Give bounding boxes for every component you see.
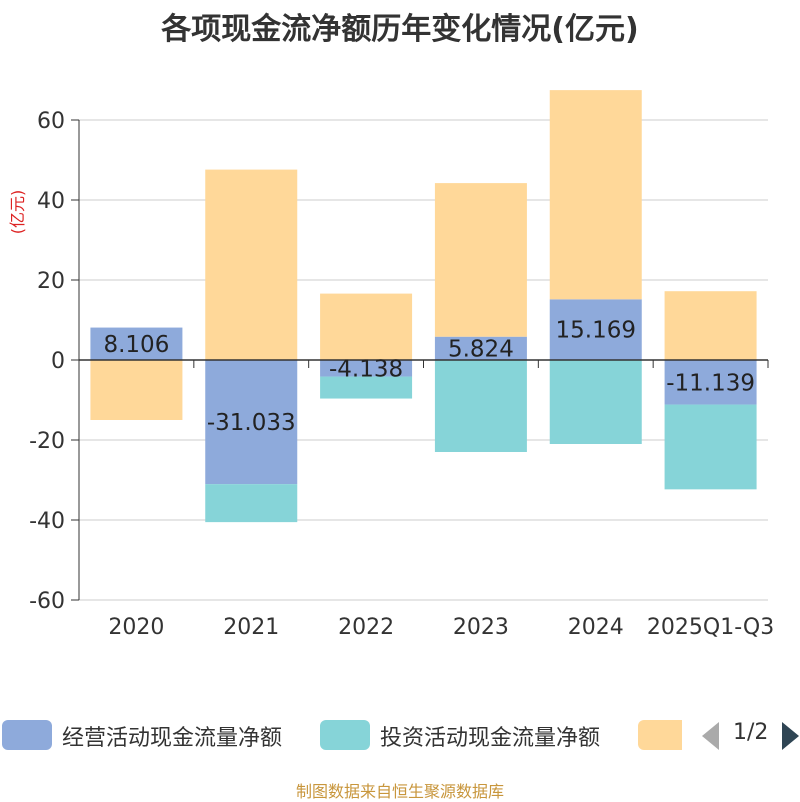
bar-operating bbox=[664, 360, 757, 405]
chart-plot: 60 40 20 0 -20 -40 -60 (亿元) 2020 2021 2022 2023 2024… bbox=[8, 90, 774, 640]
data-label: -31.033 bbox=[207, 410, 296, 436]
bar-operating bbox=[434, 336, 527, 360]
data-label: 15.169 bbox=[556, 318, 636, 344]
chevron-right-icon[interactable] bbox=[782, 722, 799, 750]
bar-operating bbox=[90, 327, 183, 360]
legend-pager: 1/2 bbox=[700, 720, 800, 750]
x-tick-label: 2021 bbox=[223, 615, 279, 640]
bar-investing bbox=[205, 484, 298, 523]
y-tick-label: -40 bbox=[29, 509, 65, 534]
bar-financing bbox=[90, 360, 183, 420]
legend: 经营活动现金流量净额 投资活动现金流量净额 1/2 bbox=[0, 714, 800, 754]
bar-operating bbox=[205, 360, 298, 485]
bar-financing bbox=[549, 90, 642, 300]
y-tick-label: 20 bbox=[37, 269, 65, 294]
x-tick-label: 2022 bbox=[338, 615, 394, 640]
y-axis-unit-label: (亿元) bbox=[8, 190, 27, 235]
data-label: 8.106 bbox=[103, 332, 169, 358]
bar-investing bbox=[434, 360, 527, 452]
data-label: -4.138 bbox=[329, 356, 403, 382]
x-tick-label: 2024 bbox=[568, 615, 624, 640]
data-label: 5.824 bbox=[448, 336, 514, 362]
x-tick-label: 2025Q1-Q3 bbox=[647, 615, 774, 640]
data-label: -11.139 bbox=[666, 370, 755, 396]
y-tick-label: 0 bbox=[51, 349, 65, 374]
bar-investing bbox=[320, 376, 413, 399]
y-tick-label: 40 bbox=[37, 189, 65, 214]
legend-page-indicator: 1/2 bbox=[733, 720, 769, 745]
legend-label-investing: 投资活动现金流量净额 bbox=[380, 726, 601, 751]
bar-financing bbox=[434, 183, 527, 337]
x-tick-label: 2023 bbox=[453, 615, 509, 640]
bar-investing bbox=[664, 404, 757, 490]
chevron-left-icon[interactable] bbox=[702, 722, 719, 750]
y-tick-label: 60 bbox=[37, 109, 65, 134]
bar-operating bbox=[549, 299, 642, 360]
legend-label-operating: 经营活动现金流量净额 bbox=[62, 726, 283, 751]
bar-financing bbox=[205, 169, 298, 360]
y-tick-label: -20 bbox=[29, 429, 65, 454]
x-tick-label: 2020 bbox=[108, 615, 164, 640]
legend-swatch-financing bbox=[638, 720, 682, 750]
y-tick-label: -60 bbox=[29, 589, 65, 614]
chart-title: 各项现金流净额历年变化情况(亿元) bbox=[161, 12, 639, 47]
legend-swatch-operating bbox=[2, 720, 52, 750]
bar-investing bbox=[549, 360, 642, 444]
bar-financing bbox=[664, 291, 757, 360]
bar-operating bbox=[320, 360, 413, 377]
legend-swatch-investing bbox=[320, 720, 370, 750]
source-note: 制图数据来自恒生聚源数据库 bbox=[295, 782, 504, 801]
bar-financing bbox=[320, 293, 413, 360]
